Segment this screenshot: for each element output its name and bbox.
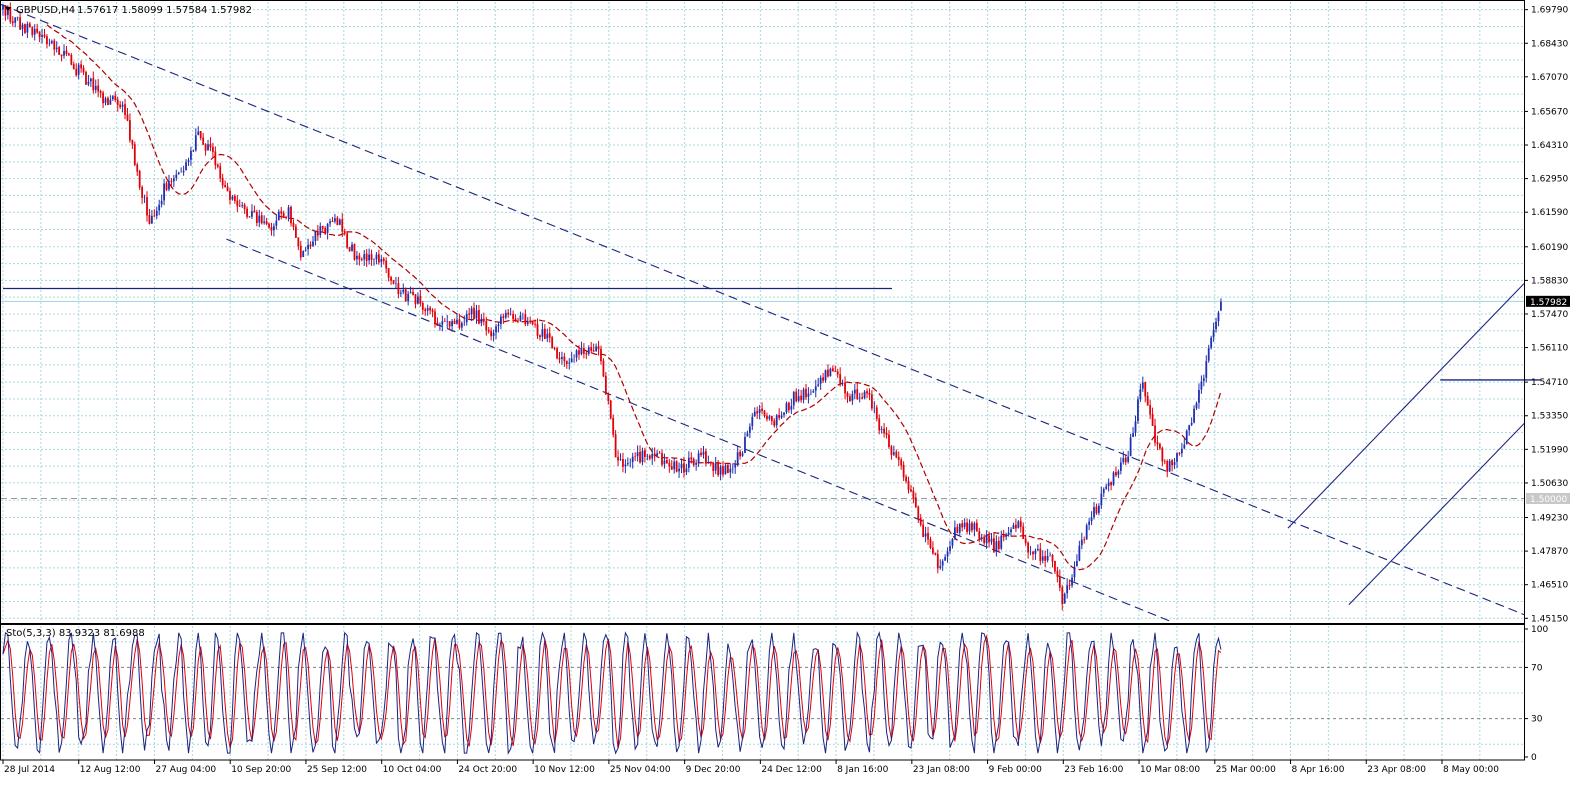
price-tick-label: 1.47870 — [1531, 547, 1568, 557]
time-tick-label: 9 Dec 20:00 — [686, 765, 741, 775]
price-tick-label: 1.53350 — [1531, 412, 1568, 422]
price-tick-label: 1.51990 — [1531, 445, 1568, 455]
time-tick-label: 9 Feb 00:00 — [989, 765, 1043, 775]
price-tick-label: 1.65670 — [1531, 107, 1568, 117]
time-tick-label: 8 May 00:00 — [1443, 765, 1499, 775]
ohlc-label: 1.57617 1.58099 1.57584 1.57982 — [77, 5, 252, 16]
time-axis[interactable]: 28 Jul 2014 12 Aug 12:00 27 Aug 04:00 10 Se… — [2, 760, 1499, 775]
stoch-tick-label: 70 — [1531, 663, 1543, 673]
time-tick-label: 8 Apr 16:00 — [1292, 765, 1345, 775]
price-tick-label: 1.68430 — [1531, 39, 1568, 49]
stoch-tick-label: 0 — [1531, 753, 1537, 763]
time-tick-label: 10 Oct 04:00 — [383, 765, 442, 775]
price-tick-label: 1.49230 — [1531, 514, 1568, 524]
time-tick-label: 24 Dec 12:00 — [761, 765, 822, 775]
trend-lines[interactable] — [1, 3, 1593, 626]
price-axis[interactable]: 1.69790 1.68430 1.67070 1.65670 1.64310 1.629… — [1524, 6, 1568, 625]
price-tick-label: 1.64310 — [1531, 141, 1568, 151]
level-price-box: 1.50000 — [1526, 492, 1570, 505]
dropdown-triangle-icon[interactable] — [5, 7, 11, 11]
current-price-text: 1.57982 — [1530, 298, 1567, 308]
price-tick-label: 1.45150 — [1531, 614, 1568, 624]
time-tick-label: 10 Mar 08:00 — [1140, 765, 1200, 775]
stochastic-lines — [2, 630, 1222, 755]
time-tick-label: 25 Sep 12:00 — [307, 765, 367, 775]
level-price-text: 1.50000 — [1530, 495, 1567, 505]
time-tick-label: 27 Aug 04:00 — [155, 765, 216, 775]
time-tick-label: 28 Jul 2014 — [4, 765, 55, 775]
price-tick-label: 1.57470 — [1531, 310, 1568, 320]
stochastic-label: Sto(5,3,3) 83.9323 81.6988 — [6, 628, 145, 639]
time-tick-label: 24 Oct 20:00 — [458, 765, 517, 775]
price-tick-label: 1.61590 — [1531, 208, 1568, 218]
main-panel-frame — [0, 0, 1525, 624]
trend-line — [1287, 283, 1524, 529]
current-price-box-bg — [1526, 295, 1570, 307]
current-price-box: 1.57982 — [1526, 295, 1570, 308]
time-tick-label: 23 Apr 08:00 — [1367, 765, 1426, 775]
time-tick-label: 12 Aug 12:00 — [80, 765, 141, 775]
price-tick-label: 1.58830 — [1531, 276, 1568, 286]
stochastic-signal-line — [2, 634, 1222, 749]
time-tick-label: 23 Jan 08:00 — [913, 765, 970, 775]
stochastic-panel-frame — [0, 624, 1525, 761]
time-tick-label: 10 Sep 20:00 — [231, 765, 291, 775]
horizontal-levels — [1, 287, 1541, 499]
stochastic-axis: 100 70 30 0 — [1524, 625, 1548, 763]
candlesticks — [2, 2, 1222, 611]
stochastic-main-line — [2, 630, 1222, 755]
time-tick-label: 8 Jan 16:00 — [837, 765, 889, 775]
time-tick-label: 10 Nov 12:00 — [534, 765, 595, 775]
price-tick-label: 1.67070 — [1531, 73, 1568, 83]
price-tick-label: 1.54710 — [1531, 378, 1568, 388]
level-price-box-bg — [1526, 492, 1570, 504]
trend-line — [1, 3, 1524, 616]
panel-frames — [0, 0, 1525, 761]
trend-line — [226, 238, 1174, 622]
stochastic-grid — [1, 626, 1524, 760]
stoch-tick-label: 30 — [1531, 715, 1543, 725]
symbol-label: GBPUSD,H4 — [16, 5, 75, 16]
time-tick-label: 25 Nov 04:00 — [610, 765, 671, 775]
time-tick-label: 23 Feb 16:00 — [1064, 765, 1123, 775]
price-tick-label: 1.60190 — [1531, 243, 1568, 253]
symbol-header: GBPUSD,H4 1.57617 1.58099 1.57584 1.5798… — [5, 5, 252, 16]
trend-line — [1348, 422, 1524, 606]
price-tick-label: 1.56110 — [1531, 344, 1568, 354]
main-grid — [1, 2, 1524, 622]
price-tick-label: 1.50630 — [1531, 479, 1568, 489]
price-tick-label: 1.62950 — [1531, 175, 1568, 185]
time-tick-label: 25 Mar 00:00 — [1216, 765, 1276, 775]
stoch-tick-label: 100 — [1531, 625, 1548, 635]
price-tick-label: 1.46510 — [1531, 581, 1568, 591]
price-tick-label: 1.69790 — [1531, 6, 1568, 16]
